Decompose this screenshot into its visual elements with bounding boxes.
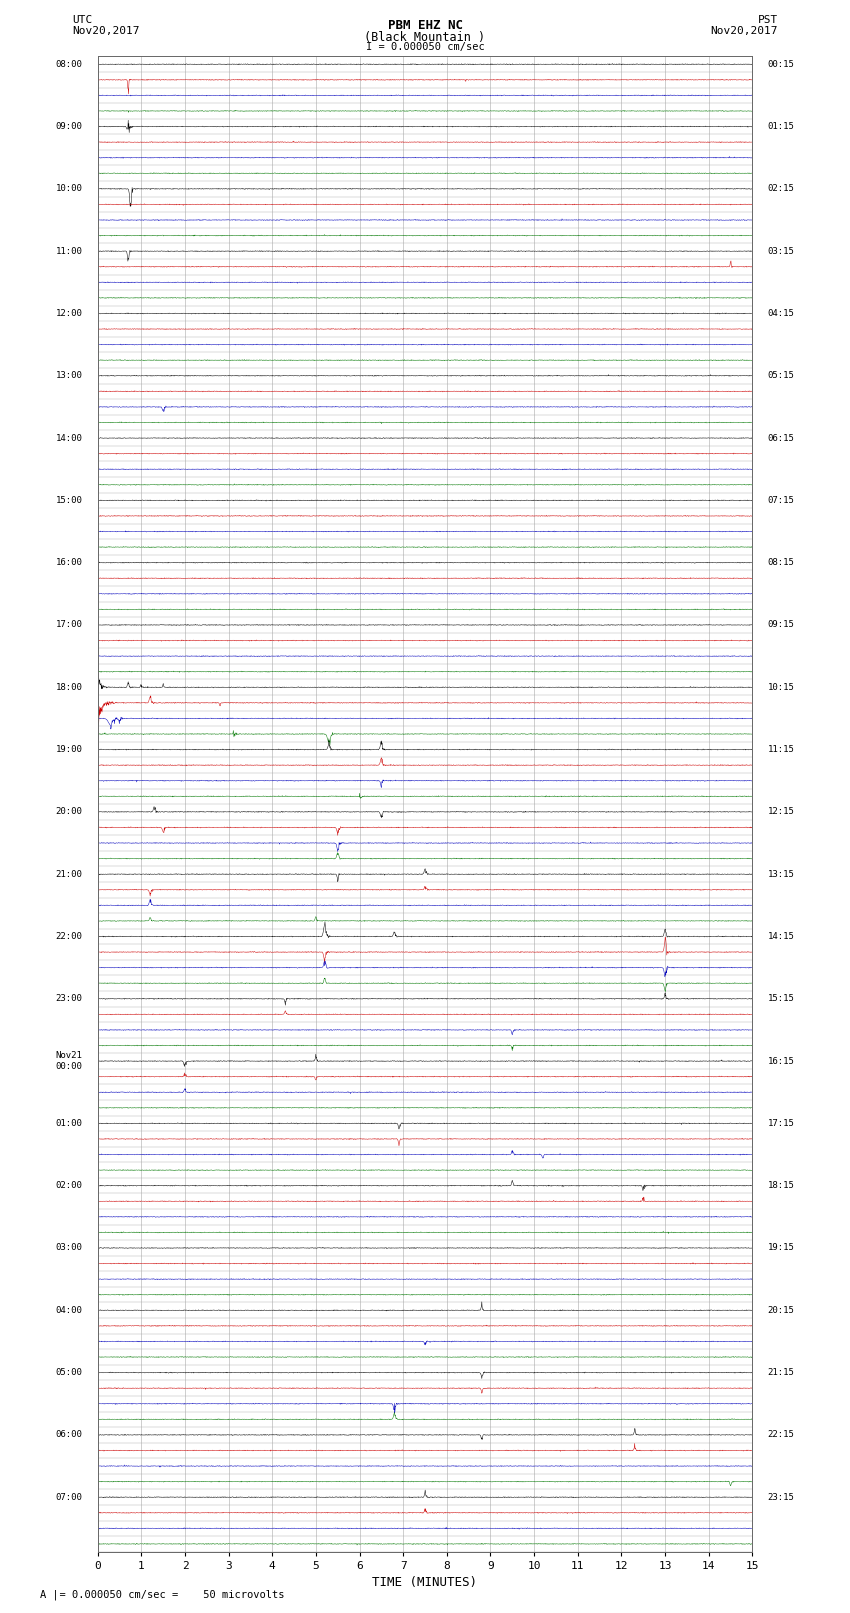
Text: 10:15: 10:15	[768, 682, 795, 692]
Text: 22:00: 22:00	[55, 932, 82, 940]
Text: UTC: UTC	[72, 15, 93, 24]
Text: 11:00: 11:00	[55, 247, 82, 255]
Text: 09:15: 09:15	[768, 621, 795, 629]
Text: 02:00: 02:00	[55, 1181, 82, 1190]
Text: 08:15: 08:15	[768, 558, 795, 568]
Text: 21:15: 21:15	[768, 1368, 795, 1378]
Text: I = 0.000050 cm/sec: I = 0.000050 cm/sec	[366, 42, 484, 52]
X-axis label: TIME (MINUTES): TIME (MINUTES)	[372, 1576, 478, 1589]
Text: 07:15: 07:15	[768, 495, 795, 505]
Text: PST: PST	[757, 15, 778, 24]
Text: 13:00: 13:00	[55, 371, 82, 381]
Text: 02:15: 02:15	[768, 184, 795, 194]
Text: 20:15: 20:15	[768, 1307, 795, 1315]
Text: 15:00: 15:00	[55, 495, 82, 505]
Text: 13:15: 13:15	[768, 869, 795, 879]
Text: (Black Mountain ): (Black Mountain )	[365, 31, 485, 44]
Text: 17:15: 17:15	[768, 1119, 795, 1127]
Text: 18:00: 18:00	[55, 682, 82, 692]
Text: 23:15: 23:15	[768, 1492, 795, 1502]
Text: 05:15: 05:15	[768, 371, 795, 381]
Text: 08:00: 08:00	[55, 60, 82, 69]
Text: 03:00: 03:00	[55, 1244, 82, 1252]
Text: 03:15: 03:15	[768, 247, 795, 255]
Text: 17:00: 17:00	[55, 621, 82, 629]
Text: 18:15: 18:15	[768, 1181, 795, 1190]
Text: 14:15: 14:15	[768, 932, 795, 940]
Text: 12:00: 12:00	[55, 310, 82, 318]
Text: 12:15: 12:15	[768, 808, 795, 816]
Text: 11:15: 11:15	[768, 745, 795, 753]
Text: 16:15: 16:15	[768, 1057, 795, 1066]
Text: 01:00: 01:00	[55, 1119, 82, 1127]
Text: 16:00: 16:00	[55, 558, 82, 568]
Text: PBM EHZ NC: PBM EHZ NC	[388, 19, 462, 32]
Text: 07:00: 07:00	[55, 1492, 82, 1502]
Text: 20:00: 20:00	[55, 808, 82, 816]
Text: 09:00: 09:00	[55, 123, 82, 131]
Text: 04:00: 04:00	[55, 1307, 82, 1315]
Text: = 0.000050 cm/sec =    50 microvolts: = 0.000050 cm/sec = 50 microvolts	[47, 1590, 284, 1600]
Text: 06:15: 06:15	[768, 434, 795, 442]
Text: 01:15: 01:15	[768, 123, 795, 131]
Text: Nov20,2017: Nov20,2017	[711, 26, 778, 35]
Text: Nov21
00:00: Nov21 00:00	[55, 1052, 82, 1071]
Text: 04:15: 04:15	[768, 310, 795, 318]
Text: 10:00: 10:00	[55, 184, 82, 194]
Text: Nov20,2017: Nov20,2017	[72, 26, 139, 35]
Text: 15:15: 15:15	[768, 994, 795, 1003]
Text: 23:00: 23:00	[55, 994, 82, 1003]
Text: 00:15: 00:15	[768, 60, 795, 69]
Text: 19:00: 19:00	[55, 745, 82, 753]
Text: A |: A |	[40, 1589, 59, 1600]
Text: 21:00: 21:00	[55, 869, 82, 879]
Text: 06:00: 06:00	[55, 1431, 82, 1439]
Text: 22:15: 22:15	[768, 1431, 795, 1439]
Text: 19:15: 19:15	[768, 1244, 795, 1252]
Text: 14:00: 14:00	[55, 434, 82, 442]
Text: 05:00: 05:00	[55, 1368, 82, 1378]
